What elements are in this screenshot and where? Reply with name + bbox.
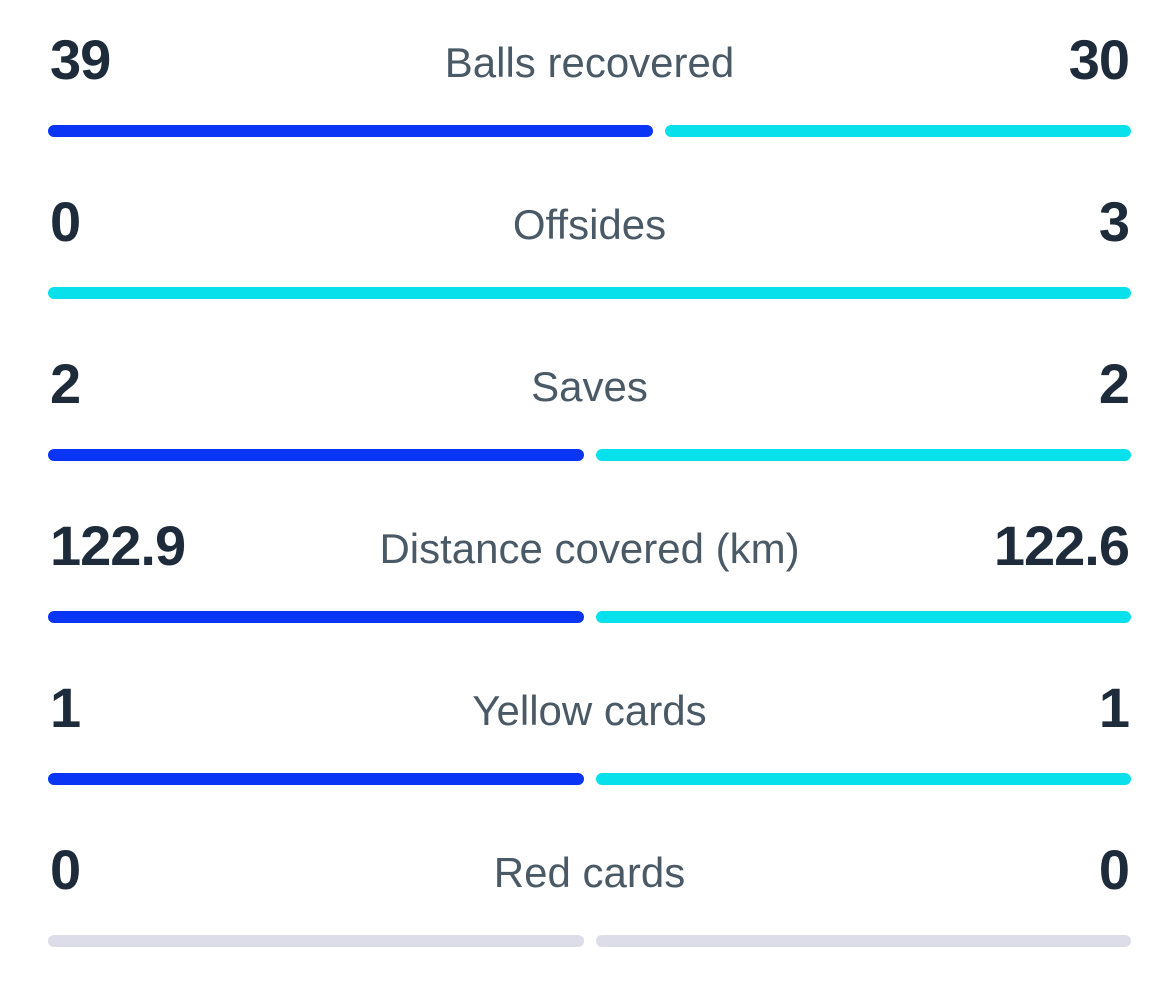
stat-label: Offsides: [512, 201, 667, 248]
home-bar: [48, 773, 584, 785]
away-value: 3: [1098, 190, 1130, 253]
home-value: 122.9: [50, 514, 186, 577]
stat-row: 2 Saves 2: [48, 344, 1131, 506]
away-value: 2: [1098, 352, 1130, 415]
stat-row: 0 Offsides 3: [48, 182, 1131, 344]
comparison-bar: [48, 611, 1131, 623]
away-bar: [595, 611, 1131, 623]
home-value: 0: [50, 190, 81, 253]
stat-row: 1 Yellow cards 1: [48, 668, 1131, 830]
away-value: 1: [1098, 676, 1130, 739]
match-stats-list: 39 Balls recovered 30 0 Offsides 3 2 Saves 2 122.…: [48, 20, 1131, 992]
away-value: 30: [1068, 28, 1130, 91]
stat-label: Distance covered (km): [379, 525, 800, 572]
away-bar: [595, 773, 1131, 785]
away-bar: [665, 125, 1131, 137]
home-value: 1: [50, 676, 81, 739]
home-bar: [48, 611, 584, 623]
home-value: 39: [50, 28, 111, 91]
stat-row: 122.9 Distance covered (km) 122.6: [48, 506, 1131, 668]
comparison-bar: [48, 935, 1131, 947]
away-bar: [595, 449, 1131, 461]
stat-row: 0 Red cards 0: [48, 830, 1131, 992]
home-bar: [48, 935, 584, 947]
comparison-bar: [48, 449, 1131, 461]
comparison-bar: [48, 287, 1131, 299]
comparison-bar: [48, 125, 1131, 137]
home-bar: [48, 449, 584, 461]
away-value: 0: [1098, 838, 1130, 901]
home-value: 2: [50, 352, 81, 415]
stat-label: Red cards: [493, 849, 686, 896]
comparison-bar: [48, 773, 1131, 785]
stat-label: Saves: [531, 363, 648, 410]
stat-row: 39 Balls recovered 30: [48, 20, 1131, 182]
away-bar: [595, 935, 1131, 947]
stat-label: Yellow cards: [472, 687, 707, 734]
stat-label: Balls recovered: [444, 39, 735, 86]
away-value: 122.6: [993, 514, 1130, 577]
home-value: 0: [50, 838, 81, 901]
home-bar: [48, 125, 654, 137]
away-bar: [48, 287, 1131, 299]
